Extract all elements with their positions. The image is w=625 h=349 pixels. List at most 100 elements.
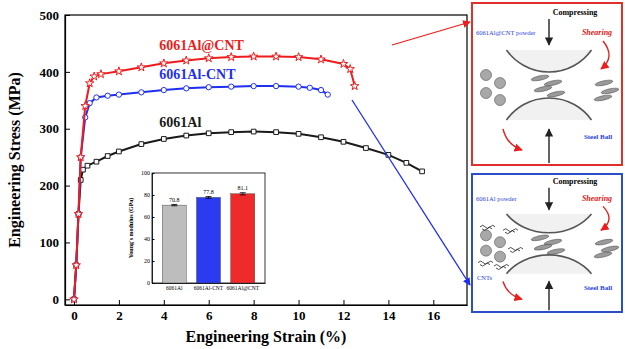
inset-chart: 70.877.881.10204060801006061Al6061Al-CNT… bbox=[128, 170, 266, 290]
inset-y-tick: 80 bbox=[144, 192, 155, 198]
panel-border bbox=[472, 174, 622, 312]
inset-y-tick-label: 60 bbox=[144, 214, 150, 220]
y-axis: 0100200300400500 bbox=[40, 8, 71, 307]
shear-arrow bbox=[503, 129, 522, 150]
inset-y-tick-mark bbox=[152, 195, 155, 196]
flake bbox=[534, 85, 553, 93]
inset-y-axis-line bbox=[152, 174, 153, 284]
series-line bbox=[74, 132, 422, 300]
series-marker bbox=[206, 131, 211, 136]
cnt-bundle bbox=[508, 247, 523, 252]
x-tick-mark bbox=[433, 300, 434, 305]
data-label: 81.1 bbox=[237, 185, 248, 191]
flake bbox=[547, 90, 566, 98]
series-marker bbox=[182, 56, 190, 64]
compress-arrow bbox=[548, 281, 549, 310]
shear-label: Shearing bbox=[582, 28, 612, 37]
series-marker bbox=[206, 85, 211, 90]
series-marker bbox=[364, 146, 369, 151]
cnt-bundle bbox=[503, 229, 518, 234]
series-marker bbox=[137, 63, 145, 71]
inset-x-tick: 6061Al@CNT bbox=[226, 283, 259, 291]
x-tick-label: 8 bbox=[251, 308, 258, 323]
inset-y-tick-label: 80 bbox=[144, 192, 150, 198]
series-marker bbox=[319, 135, 324, 140]
cnt-bundle bbox=[494, 265, 509, 270]
compress-arrow bbox=[548, 129, 549, 163]
y-tick-label: 500 bbox=[40, 8, 60, 23]
y-tick: 0 bbox=[53, 292, 71, 307]
powder-label: 6061Al@CNT powder bbox=[476, 29, 536, 36]
series-marker bbox=[272, 52, 280, 60]
y-tick-mark bbox=[65, 186, 70, 187]
series-marker bbox=[115, 67, 123, 75]
shear-arrow bbox=[503, 281, 522, 299]
series-label: 6061Al-CNT bbox=[159, 67, 236, 82]
series-marker bbox=[117, 149, 122, 154]
bar bbox=[231, 194, 255, 283]
x-tick-mark bbox=[209, 300, 210, 305]
y-tick-label: 200 bbox=[40, 178, 60, 193]
inset-x-tick: 6061Al-CNT bbox=[194, 283, 224, 291]
series-marker bbox=[70, 295, 78, 303]
panel-border bbox=[472, 3, 622, 165]
powder-particle bbox=[481, 230, 492, 241]
series-marker bbox=[184, 86, 189, 91]
series-marker bbox=[105, 93, 110, 98]
steel-ball bbox=[507, 98, 592, 120]
powder-particle bbox=[481, 245, 492, 256]
series-marker bbox=[105, 154, 110, 159]
error-bar bbox=[206, 197, 212, 199]
inset-x-axis-line bbox=[153, 283, 266, 284]
y-tick: 200 bbox=[40, 178, 71, 193]
y-tick-mark bbox=[65, 129, 70, 130]
series-marker bbox=[420, 169, 425, 174]
series-marker bbox=[81, 102, 89, 110]
x-axis-line bbox=[66, 305, 468, 306]
shear-arrow bbox=[601, 41, 609, 69]
series-marker bbox=[139, 90, 144, 95]
inset-y-tick-mark bbox=[152, 261, 155, 262]
series-marker bbox=[229, 130, 234, 135]
shear-label: Shearing bbox=[582, 194, 612, 203]
bar bbox=[162, 205, 186, 283]
inset-y-tick: 100 bbox=[141, 170, 155, 176]
figure-svg: 02468101214160100200300400500Engineering… bbox=[0, 0, 625, 349]
process-panel: Compressing6061Al@CNT powderShearingStee… bbox=[472, 3, 622, 165]
series-marker bbox=[94, 159, 99, 164]
series-marker bbox=[307, 85, 312, 90]
series-marker bbox=[94, 95, 99, 100]
series-marker bbox=[229, 84, 234, 89]
series-marker bbox=[339, 59, 347, 67]
x-tick-mark bbox=[164, 300, 165, 305]
series-marker bbox=[74, 210, 82, 218]
flake bbox=[594, 94, 613, 102]
flake bbox=[595, 238, 614, 246]
inset-x-tick-label: 6061Al@CNT bbox=[226, 285, 259, 291]
series-marker bbox=[251, 129, 256, 134]
x-tick: 2 bbox=[116, 300, 123, 323]
x-tick: 8 bbox=[251, 300, 258, 323]
powder-particle bbox=[495, 251, 506, 262]
powder-particle bbox=[481, 70, 492, 81]
series-marker bbox=[318, 87, 323, 92]
inset-y-tick-label: 0 bbox=[147, 280, 150, 286]
series-marker bbox=[296, 84, 301, 89]
x-axis-title: Engineering Strain (%) bbox=[186, 328, 347, 346]
powder-particle bbox=[495, 95, 506, 106]
compress-arrow bbox=[548, 188, 549, 210]
series-marker bbox=[77, 153, 85, 161]
powder-particle bbox=[495, 237, 506, 248]
cnt-bundle bbox=[480, 225, 495, 230]
inset-y-tick-label: 40 bbox=[144, 236, 150, 242]
series-marker bbox=[296, 131, 301, 136]
x-tick: 14 bbox=[382, 300, 396, 323]
x-tick-mark bbox=[299, 300, 300, 305]
powder-particle bbox=[495, 78, 506, 89]
pointer-arrow bbox=[352, 100, 470, 285]
inset-y-tick-label: 100 bbox=[141, 170, 150, 176]
y-tick-mark bbox=[65, 15, 70, 16]
error-bar bbox=[240, 193, 246, 195]
ball-label: Steel Ball bbox=[584, 284, 612, 292]
series-marker bbox=[273, 83, 278, 88]
